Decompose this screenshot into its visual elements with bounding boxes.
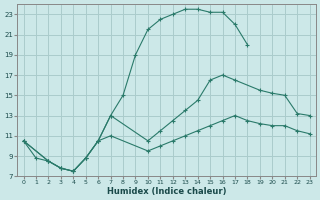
X-axis label: Humidex (Indice chaleur): Humidex (Indice chaleur)	[107, 187, 226, 196]
